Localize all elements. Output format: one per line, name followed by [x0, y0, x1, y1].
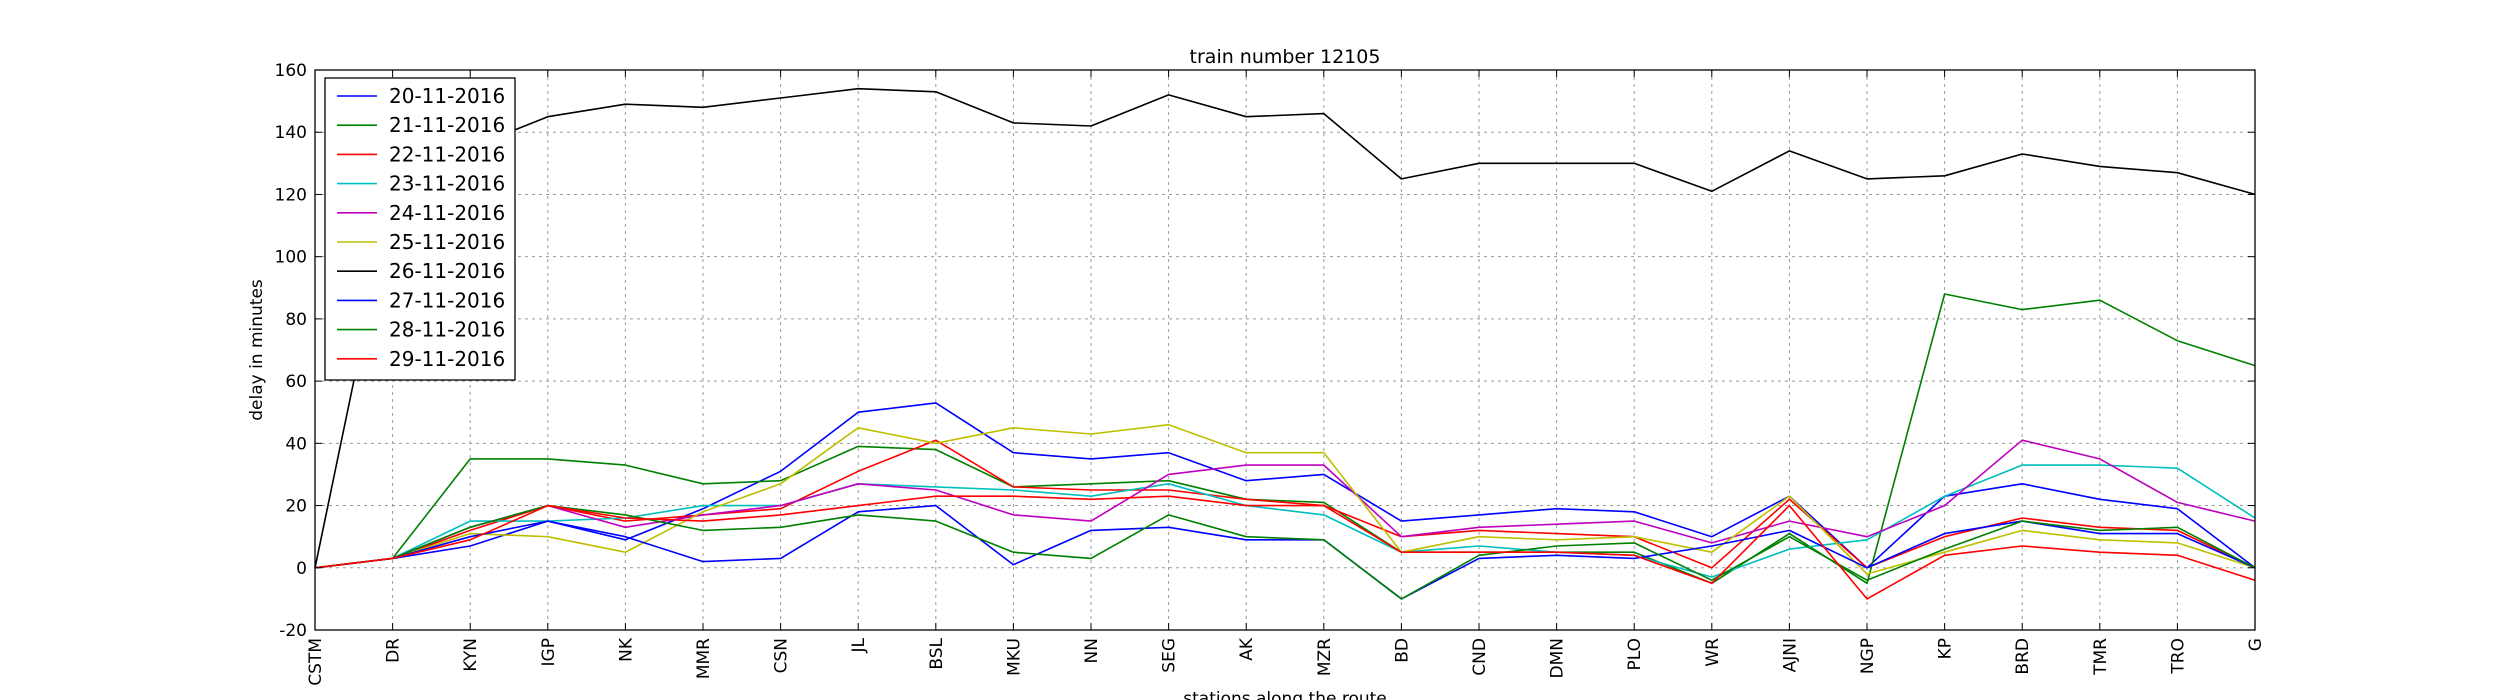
- y-tick-label: 80: [285, 310, 307, 330]
- x-tick-label: MKU: [1004, 638, 1024, 676]
- x-tick-label: BD: [1392, 638, 1412, 663]
- y-tick-label: 40: [285, 434, 307, 454]
- y-tick-label: 140: [275, 123, 307, 143]
- series-lines: [314, 87, 2256, 600]
- legend-entry: 22-11-2016: [389, 142, 505, 166]
- x-tick-label: G: [2246, 638, 2266, 651]
- legend-entry: 20-11-2016: [389, 84, 505, 108]
- legend: 20-11-2016 21-11-2016 22-11-2016 23-11-2016…: [324, 77, 516, 381]
- x-axis-label: stations along the route: [1183, 689, 1387, 700]
- legend-entry: 28-11-2016: [389, 318, 505, 342]
- series-line-23-11-2016: [314, 464, 2256, 578]
- legend-entry: 26-11-2016: [389, 259, 505, 283]
- series-line-20-11-2016: [314, 402, 2256, 569]
- x-axis-ticks: CSTM DR KYN IGP NK MMR CSN JL BSL MKU NN SEG AK MZR BD…: [306, 70, 2266, 686]
- y-tick-label: 160: [275, 61, 307, 81]
- x-tick-label: IGP: [539, 638, 559, 666]
- y-tick-label: 60: [285, 372, 307, 392]
- series-line-27-11-2016: [314, 504, 2256, 600]
- legend-entry: 29-11-2016: [389, 347, 505, 371]
- x-tick-label: KYN: [461, 638, 481, 672]
- x-tick-label: NGP: [1858, 638, 1878, 674]
- legend-entry: 27-11-2016: [389, 288, 505, 312]
- x-tick-label: PLO: [1625, 638, 1645, 671]
- x-tick-label: DR: [384, 638, 404, 663]
- x-tick-label: TMR: [2091, 638, 2111, 676]
- y-tick-label: 20: [285, 497, 307, 517]
- series-line-29-11-2016: [314, 495, 2256, 600]
- plot-frame: [314, 69, 2256, 631]
- x-tick-label: NK: [616, 637, 636, 662]
- y-axis-label: delay in minutes: [247, 279, 267, 421]
- x-tick-label: BRD: [2013, 638, 2033, 675]
- x-tick-label: AK: [1237, 637, 1257, 661]
- y-tick-label: 0: [296, 559, 307, 579]
- y-tick-label: 120: [275, 185, 307, 205]
- x-tick-label: WR: [1703, 638, 1723, 667]
- x-tick-label: CSN: [772, 638, 792, 673]
- x-tick-label: KP: [1936, 638, 1956, 659]
- series-line-26-11-2016: [314, 87, 2256, 568]
- legend-entry: 21-11-2016: [389, 113, 505, 137]
- x-tick-label: SEG: [1160, 638, 1180, 673]
- x-tick-label: MZR: [1315, 638, 1335, 676]
- series-line-28-11-2016: [314, 504, 2256, 600]
- x-tick-label: NN: [1082, 638, 1102, 663]
- legend-entry: 24-11-2016: [389, 201, 505, 225]
- y-tick-label: -20: [279, 621, 307, 641]
- series-line-24-11-2016: [314, 439, 2256, 569]
- legend-entry: 25-11-2016: [389, 230, 505, 254]
- x-tick-label: CSTM: [306, 638, 326, 686]
- series-line-22-11-2016: [314, 439, 2256, 569]
- y-axis-ticks: -20 0 20 40 60 80 100 120 140 160: [275, 61, 2255, 641]
- x-tick-label: AJNI: [1780, 638, 1800, 672]
- chart-title: train number 12105: [1190, 46, 1381, 68]
- series-line-25-11-2016: [314, 423, 2256, 575]
- series-line-21-11-2016: [314, 293, 2256, 585]
- x-tick-label: TRO: [2168, 638, 2188, 675]
- x-tick-label: DMN: [1548, 638, 1568, 678]
- x-tick-label: MMR: [694, 638, 714, 679]
- x-tick-label: CND: [1470, 638, 1490, 676]
- y-tick-label: 100: [275, 248, 307, 268]
- legend-entry: 23-11-2016: [389, 172, 505, 196]
- x-tick-label: BSL: [927, 637, 947, 669]
- x-tick-label: JL: [849, 637, 869, 653]
